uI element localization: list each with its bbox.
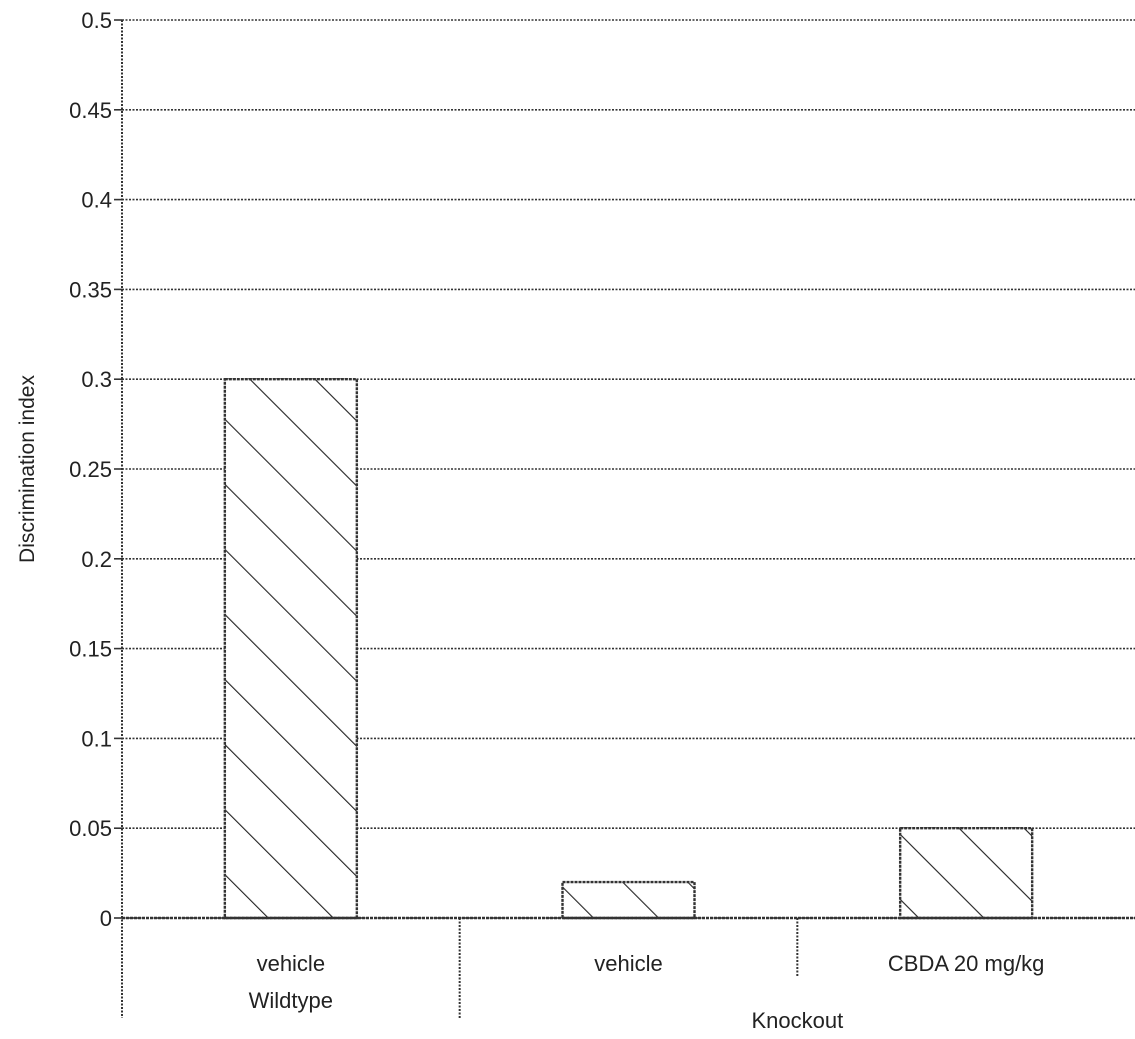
axes — [121, 20, 1135, 1018]
x-tick-label: vehicle — [257, 951, 325, 976]
bars — [223, 378, 1034, 920]
y-tick-label: 0.2 — [81, 547, 112, 572]
group-label: Knockout — [751, 1008, 843, 1033]
group-label: Wildtype — [249, 988, 333, 1013]
y-tick-labels: 0 0.05 0.1 0.15 0.2 0.25 0.3 0.35 0.4 0.45 0.5 — [69, 8, 122, 931]
y-tick-label: 0.4 — [81, 188, 112, 213]
x-tick-label: CBDA 20 mg/kg — [888, 951, 1045, 976]
y-tick-label: 0.25 — [69, 457, 112, 482]
x-tick-label: vehicle — [594, 951, 662, 976]
category-labels: vehicle vehicle CBDA 20 mg/kg Wildtype Knock… — [249, 951, 1045, 1033]
bar — [223, 378, 359, 920]
y-tick-label: 0.45 — [69, 98, 112, 123]
y-tick-label: 0.1 — [81, 726, 112, 751]
bar — [898, 827, 1034, 920]
y-tick-label: 0.15 — [69, 637, 112, 662]
y-tick-label: 0.05 — [69, 816, 112, 841]
y-tick-label: 0.35 — [69, 277, 112, 302]
y-tick-label: 0.3 — [81, 367, 112, 392]
y-tick-label: 0.5 — [81, 8, 112, 33]
y-axis-label: Discrimination index — [16, 375, 39, 563]
bar — [561, 880, 696, 920]
y-tick-label: 0 — [100, 906, 112, 931]
